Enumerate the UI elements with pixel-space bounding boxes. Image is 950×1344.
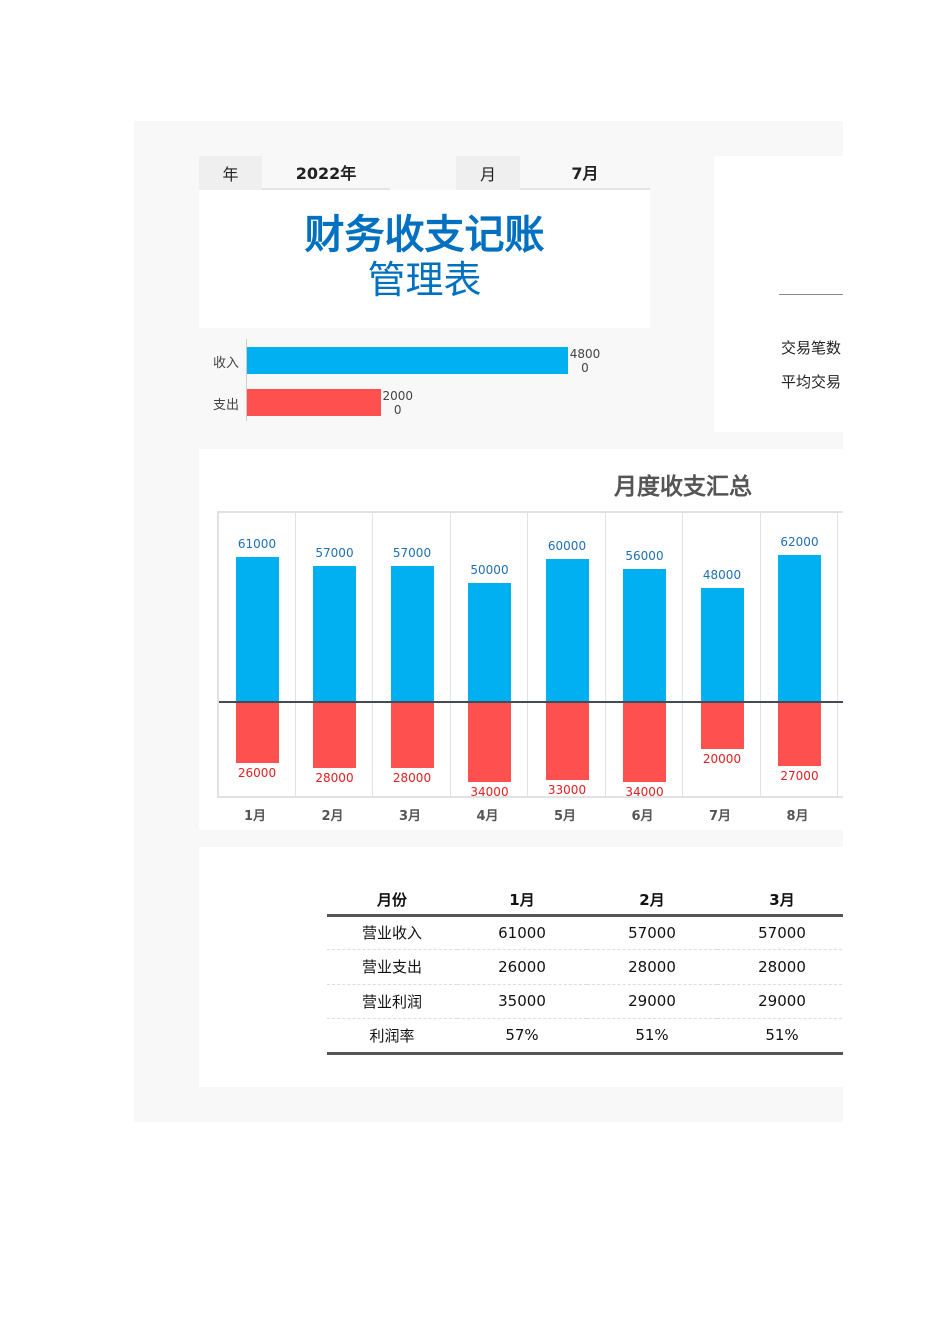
average-transaction-label: 平均交易 [781, 373, 842, 391]
gridline [682, 513, 683, 798]
table-cell[interactable]: 28000 [758, 957, 806, 976]
expense-data-label: 27000 [780, 768, 819, 783]
income-summary-bar [247, 347, 568, 374]
expense-data-label: 33000 [547, 782, 587, 797]
table-row: 营业利润 35000 29000 29000 [327, 984, 843, 1019]
gridline [604, 513, 606, 798]
table-cell[interactable]: 57000 [758, 923, 806, 942]
header-cell: 1月 [509, 890, 535, 909]
income-bar[interactable] [623, 568, 666, 701]
year-label: 年 [199, 156, 262, 190]
x-tick-label: 1月 [243, 809, 267, 824]
table-cell[interactable]: 61000 [498, 923, 546, 942]
income-bar[interactable] [235, 557, 279, 701]
x-tick-label: 5月 [553, 809, 577, 824]
table-row: 利润率 57% 51% 51% [327, 1019, 843, 1053]
stats-panel: 交易笔数 平均交易 [714, 156, 843, 432]
gridline [837, 513, 838, 798]
expense-data-label: 26000 [237, 766, 277, 781]
month-value-cell[interactable]: 7月 [520, 156, 650, 190]
gridline [449, 513, 451, 798]
table-row: 营业支出 26000 28000 28000 [327, 950, 843, 984]
income-data-label: 61000 [237, 537, 277, 551]
expense-summary-bar [247, 389, 381, 416]
table-cell[interactable]: 29000 [758, 992, 806, 1011]
expense-bar[interactable] [623, 702, 666, 783]
x-tick-label: 8月 [786, 809, 809, 824]
x-tick-label: 3月 [398, 809, 422, 824]
header-cell: 3月 [769, 890, 795, 909]
header-cell: 月份 [376, 890, 407, 909]
income-data-label: 57000 [392, 546, 432, 561]
summary-axis [246, 339, 247, 421]
header-cell: 2月 [639, 890, 665, 909]
table-row: 营业收入 61000 57000 57000 [327, 915, 843, 950]
chart-title: 月度收支汇总 [614, 474, 752, 500]
income-bar[interactable] [778, 554, 821, 701]
expense-data-label: 34000 [625, 785, 664, 800]
x-tick-label: 7月 [708, 809, 732, 824]
page-subtitle: 管理表 [367, 258, 482, 302]
income-label: 收入 [213, 356, 240, 371]
expense-data-label: 28000 [392, 771, 432, 786]
expense-bar[interactable] [390, 702, 434, 769]
expense-data-label: 20000 [702, 752, 742, 767]
divider [779, 294, 843, 295]
expense-bar[interactable] [700, 702, 744, 750]
income-data-label: 48000 [702, 567, 742, 582]
expense-bar[interactable] [235, 702, 279, 764]
spreadsheet-sheet: 年 2022年 月 7月 财务收支记账 管理表 收入 支出 48000 2000… [134, 121, 843, 1122]
income-bar[interactable] [313, 566, 356, 701]
table-cell[interactable]: 57000 [628, 923, 676, 942]
income-data-label: 50000 [470, 562, 509, 577]
year-value-cell[interactable]: 2022年 [262, 156, 390, 190]
expense-bar[interactable] [778, 702, 821, 766]
chart-plot-area: 61000 26000 57000 28000 57000 28000 50000 34000… [217, 511, 843, 800]
table-cell[interactable]: 29000 [628, 992, 676, 1011]
page-title: 财务收支记账 [304, 212, 545, 258]
income-data-label: 56000 [625, 548, 664, 563]
expense-bar[interactable] [468, 702, 511, 783]
summary-table-panel: 月份 1月 2月 3月 营业收入 61000 57000 57000 营业支出 26000… [199, 847, 843, 1087]
expense-bar[interactable] [545, 702, 589, 780]
table-cell[interactable]: 营业支出 [361, 958, 422, 977]
gridline [759, 513, 761, 798]
summary-table: 月份 1月 2月 3月 营业收入 61000 57000 57000 营业支出 26000… [327, 885, 843, 1055]
title-box: 财务收支记账 管理表 [199, 190, 650, 328]
gridline [294, 513, 296, 798]
income-bar[interactable] [545, 559, 589, 701]
x-tick-label: 6月 [631, 809, 654, 824]
table-header-row: 月份 1月 2月 3月 [327, 885, 843, 915]
table-cell[interactable]: 28000 [628, 957, 676, 976]
income-data-label: 57000 [315, 546, 354, 561]
income-bar[interactable] [390, 566, 434, 701]
income-summary-value: 48000 [569, 347, 601, 375]
table-cell[interactable]: 利润率 [369, 1026, 415, 1045]
table-cell[interactable]: 35000 [498, 992, 546, 1011]
table-cell[interactable]: 营业收入 [361, 924, 422, 943]
zero-axis-line [219, 701, 843, 703]
x-tick-label: 4月 [476, 809, 499, 824]
table-cell[interactable]: 51% [765, 1026, 799, 1045]
expense-summary-value: 20000 [382, 389, 414, 417]
expense-data-label: 28000 [315, 771, 354, 786]
table-cell[interactable]: 51% [635, 1026, 669, 1045]
expense-data-label: 34000 [470, 785, 509, 800]
income-bar[interactable] [468, 582, 511, 701]
gridline [527, 513, 528, 798]
income-data-label: 60000 [547, 539, 587, 554]
x-tick-label: 2月 [321, 809, 344, 824]
income-data-label: 62000 [780, 534, 819, 549]
table-cell[interactable]: 26000 [498, 957, 546, 976]
table-cell[interactable]: 营业利润 [361, 992, 422, 1011]
table-cell[interactable]: 57% [505, 1026, 539, 1045]
transaction-count-label: 交易笔数 [781, 339, 842, 357]
monthly-chart-panel: 月度收支汇总 61000 26000 57000 28000 57000 28000 500… [199, 449, 843, 830]
month-label: 月 [456, 156, 520, 190]
income-bar[interactable] [700, 587, 744, 701]
expense-label: 支出 [213, 398, 240, 413]
gridline [372, 513, 373, 798]
expense-bar[interactable] [313, 702, 356, 769]
